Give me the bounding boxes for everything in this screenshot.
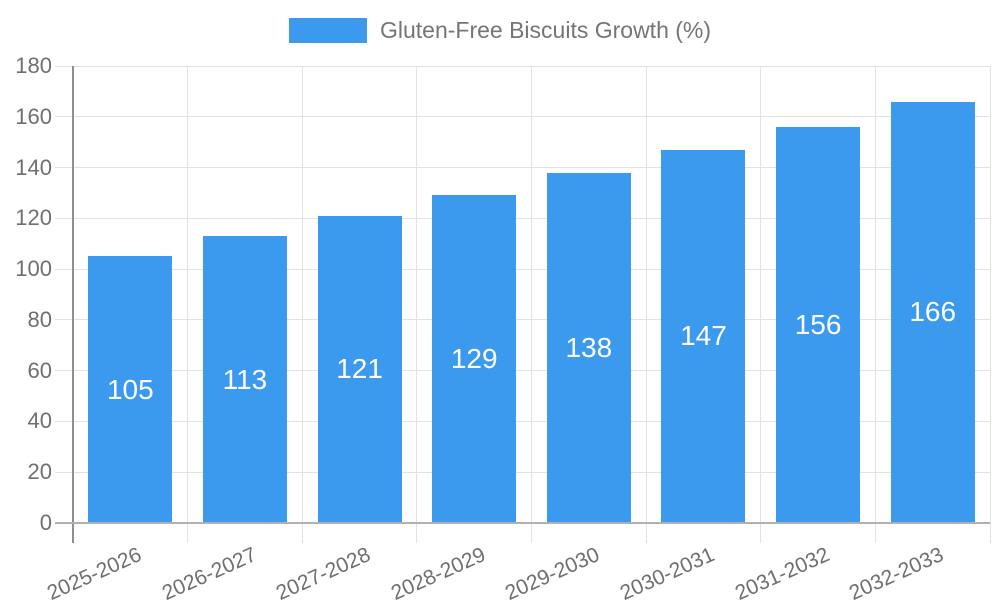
y-gridline bbox=[55, 167, 990, 169]
x-tick-label: 2029-2030 bbox=[502, 543, 604, 600]
x-axis-line bbox=[55, 522, 990, 524]
x-tick-label: 2030-2031 bbox=[616, 543, 718, 600]
y-tick-label: 180 bbox=[15, 53, 52, 78]
y-gridline bbox=[55, 471, 990, 473]
y-tick-label: 60 bbox=[27, 357, 52, 383]
bar-value-label: 156 bbox=[794, 308, 842, 340]
legend-swatch bbox=[288, 18, 367, 43]
bar-value-label: 121 bbox=[336, 353, 383, 385]
x-gridline bbox=[531, 66, 532, 543]
x-tick-label: 2031-2032 bbox=[731, 543, 833, 600]
y-gridline bbox=[55, 116, 990, 118]
bar[interactable] bbox=[432, 195, 517, 523]
y-gridline bbox=[55, 319, 990, 321]
x-tick-label: 2026-2027 bbox=[158, 543, 260, 600]
x-tick-label: 2028-2029 bbox=[387, 543, 489, 600]
bar[interactable] bbox=[890, 101, 975, 523]
y-tick-label: 0 bbox=[39, 510, 52, 535]
x-gridline bbox=[874, 66, 876, 543]
y-axis-line bbox=[72, 66, 74, 543]
y-tick-label: 160 bbox=[15, 103, 52, 129]
bar[interactable] bbox=[202, 236, 287, 523]
y-tick-label: 140 bbox=[15, 154, 52, 180]
y-gridline bbox=[55, 370, 990, 372]
bar[interactable] bbox=[776, 126, 861, 523]
y-tick-label: 100 bbox=[15, 256, 52, 282]
bar-value-label: 166 bbox=[909, 296, 957, 328]
bar[interactable] bbox=[88, 256, 173, 523]
y-gridline bbox=[55, 420, 990, 422]
x-tick-label: 2027-2028 bbox=[272, 543, 375, 600]
bar-value-label: 129 bbox=[450, 343, 498, 375]
bar-value-label: 147 bbox=[680, 320, 727, 352]
chart-legend-item[interactable]: Gluten-Free Biscuits Growth (%) bbox=[0, 17, 1000, 44]
bar[interactable] bbox=[661, 149, 746, 523]
x-gridline bbox=[989, 66, 991, 543]
bar[interactable] bbox=[546, 172, 631, 523]
x-gridline bbox=[645, 66, 647, 543]
x-gridline bbox=[187, 66, 189, 543]
x-gridline bbox=[760, 66, 762, 543]
bar-value-label: 105 bbox=[106, 373, 154, 405]
x-tick-label: 2032-2033 bbox=[846, 543, 948, 600]
x-gridline bbox=[301, 66, 303, 543]
y-tick-label: 40 bbox=[27, 408, 52, 434]
x-tick-label: 2025-2026 bbox=[43, 543, 145, 600]
y-tick-label: 80 bbox=[27, 306, 52, 332]
bar[interactable] bbox=[317, 215, 402, 523]
bar-value-label: 113 bbox=[222, 363, 268, 395]
y-tick-label: 20 bbox=[27, 459, 52, 485]
y-gridline bbox=[55, 268, 990, 270]
y-tick-label: 120 bbox=[15, 205, 52, 231]
x-gridline bbox=[416, 66, 418, 543]
y-gridline bbox=[55, 217, 990, 219]
bar-value-label: 138 bbox=[565, 331, 613, 363]
y-gridline bbox=[55, 65, 990, 67]
legend-label: Gluten-Free Biscuits Growth (%) bbox=[379, 17, 712, 43]
